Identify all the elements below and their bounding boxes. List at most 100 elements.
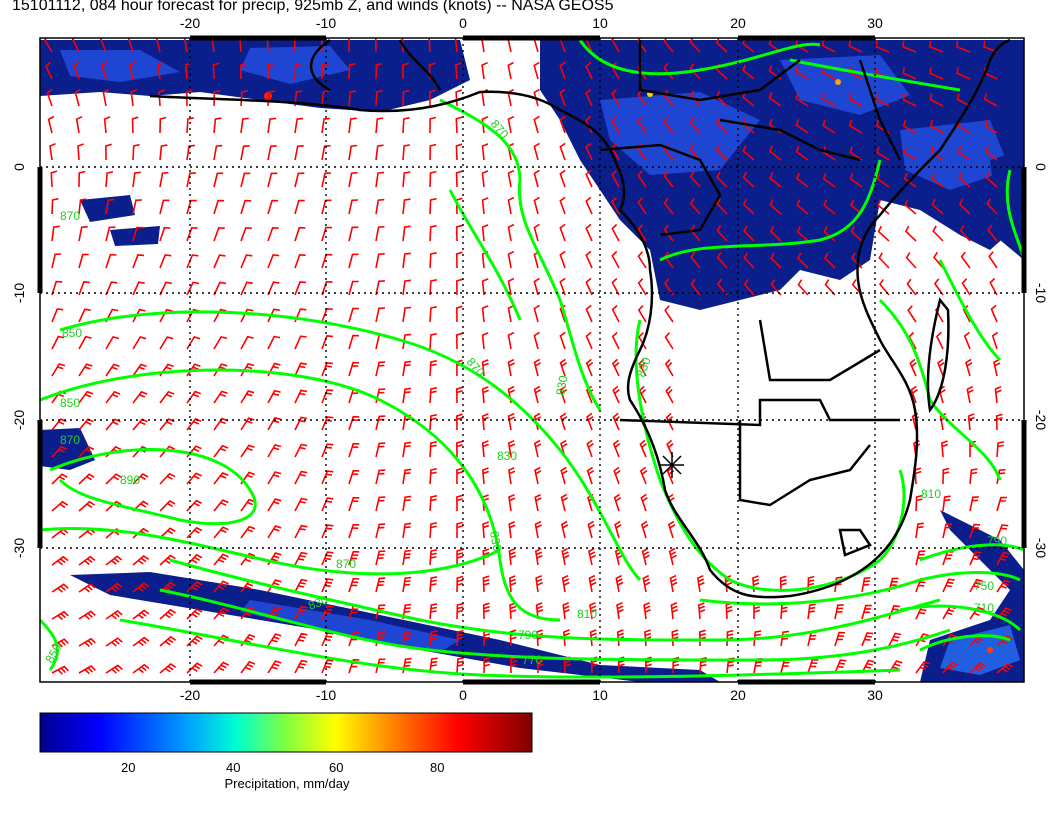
wind-barb: [294, 117, 304, 134]
wind-barb: [637, 251, 647, 269]
wind-barb: [482, 521, 490, 539]
wind-barb: [51, 528, 69, 539]
wind-barb: [321, 470, 334, 485]
wind-barb: [822, 119, 836, 134]
wind-barb: [664, 332, 674, 350]
map-title: 15101112, 084 hour forecast for precip, …: [12, 0, 614, 14]
wind-barb: [942, 550, 954, 566]
wind-barb: [50, 170, 58, 188]
wind-barb: [508, 466, 516, 485]
wind-barb: [481, 116, 489, 134]
wind-barb: [429, 441, 437, 458]
wind-barb: [375, 144, 384, 161]
wind-barb: [402, 62, 410, 79]
wind-barb: [375, 577, 386, 593]
wind-barb: [876, 146, 890, 161]
wind-barb: [294, 90, 303, 107]
wind-barb: [507, 331, 515, 350]
wind-barb: [348, 361, 360, 377]
wind-barb: [78, 390, 94, 404]
lon-tick-label: 0: [459, 687, 467, 703]
wind-barb: [375, 225, 385, 242]
wind-barb: [639, 466, 648, 485]
wind-barb: [888, 632, 902, 647]
wind-barb: [996, 496, 1007, 512]
wind-barb: [321, 144, 331, 161]
wind-barb: [933, 278, 944, 296]
wind-barb: [402, 576, 412, 593]
lon-tick-label: -10: [316, 687, 336, 703]
wind-barb: [780, 658, 791, 674]
contour-line: [40, 526, 501, 576]
wind-barb: [213, 199, 225, 215]
wind-barb: [637, 170, 647, 188]
wind-barb: [560, 520, 569, 539]
wind-barb: [942, 661, 958, 674]
wind-barb: [878, 278, 890, 296]
wind-barb: [294, 62, 302, 80]
wind-barb: [507, 61, 514, 80]
wind-barb: [348, 38, 352, 52]
contour-label: 850: [60, 396, 80, 410]
contour-label: 870: [60, 433, 80, 447]
wind-barb: [267, 172, 278, 188]
wind-barb: [963, 331, 971, 350]
wind-barb: [834, 631, 846, 647]
wind-barb: [909, 358, 917, 377]
wind-barb: [186, 526, 203, 539]
wind-barb: [158, 89, 166, 107]
contour-line: [159, 588, 951, 662]
wind-barb: [132, 582, 150, 593]
wind-barb: [559, 385, 568, 404]
wind-barb: [689, 197, 701, 215]
wind-barb: [240, 498, 255, 512]
lon-tick-label: 20: [730, 687, 746, 703]
wind-barb: [321, 605, 334, 620]
wind-barb: [267, 660, 282, 674]
wind-barb: [941, 440, 949, 458]
wind-barb: [213, 417, 229, 431]
contour-line: [439, 98, 602, 411]
wind-barb: [942, 578, 955, 593]
contour-label: 830: [306, 593, 330, 613]
wind-barb: [159, 363, 174, 377]
wind-barb: [321, 578, 334, 593]
wind-barb: [849, 146, 863, 161]
wind-barb: [533, 439, 542, 458]
wind-barb: [78, 281, 90, 296]
wind-barb: [562, 602, 570, 620]
wind-barb: [105, 253, 117, 269]
wind-barb: [996, 468, 1006, 485]
wind-barb: [902, 119, 917, 134]
wind-barb: [348, 469, 360, 485]
wind-barb: [560, 466, 568, 485]
wind-barb: [942, 467, 950, 485]
wind-barb: [961, 278, 971, 296]
wind-barb: [769, 172, 782, 188]
wind-barb: [956, 93, 971, 107]
wind-barb: [824, 279, 836, 296]
wind-barb: [612, 385, 620, 404]
wind-barb: [45, 61, 53, 80]
wind-barb: [105, 582, 123, 593]
lon-tick-label: 30: [867, 687, 883, 703]
wind-barb: [429, 657, 438, 674]
wind-barb: [429, 252, 437, 269]
lat-tick-label: 0: [11, 163, 27, 171]
wind-barb: [455, 413, 463, 431]
wind-barb: [186, 635, 203, 647]
wind-barb: [663, 278, 674, 296]
wind-barb: [402, 603, 412, 620]
wind-barb: [51, 418, 67, 431]
wind-barb: [611, 223, 620, 242]
wind-barb: [996, 663, 1014, 674]
contour-line: [878, 298, 1002, 481]
wind-barb: [348, 334, 360, 350]
wind-barb: [186, 608, 203, 620]
wind-barb: [73, 61, 80, 80]
wind-barb: [848, 39, 863, 53]
wind-barb: [807, 631, 818, 647]
lat-tick-label: -30: [1033, 538, 1049, 558]
wind-barb: [987, 224, 998, 242]
wind-barb: [402, 495, 412, 512]
